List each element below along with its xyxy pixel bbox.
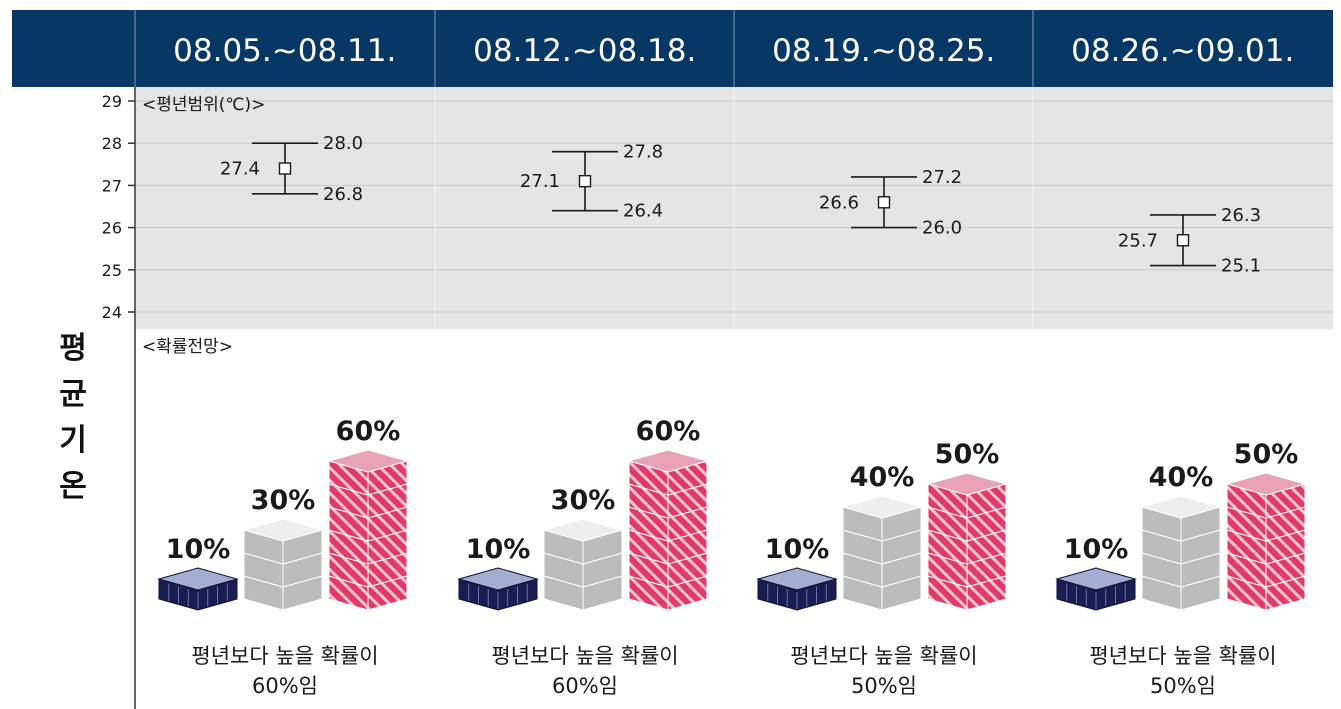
range-mid-marker (578, 174, 592, 188)
range-lower-label: 26.4 (623, 201, 663, 222)
y-tick-label: 26 (102, 219, 122, 238)
side-label-char: 온 (59, 469, 87, 504)
range-bar: 26.3 25.1 25.7 (1118, 205, 1261, 277)
range-upper-label: 27.2 (922, 167, 962, 188)
below-percent-label: 10% (765, 534, 830, 565)
range-upper-label: 28.0 (323, 133, 363, 154)
below-stack: 10% (457, 534, 539, 611)
side-label-char: 균 (59, 377, 87, 412)
prob-title: <확률전망> (142, 337, 233, 357)
slab-top (756, 567, 838, 591)
slab-top (457, 567, 539, 591)
side-label-char: 기 (59, 423, 87, 458)
range-mid-marker (1176, 234, 1190, 247)
range-mid-label: 27.4 (220, 159, 260, 180)
range-mid-label: 25.7 (1118, 230, 1158, 251)
header-band (12, 10, 1333, 87)
below-stack: 10% (157, 534, 239, 611)
summary-text: 평년보다 높을 확률이 (1089, 644, 1276, 668)
slab-top (926, 472, 1008, 496)
slab-top (627, 449, 709, 473)
slab-top (841, 495, 923, 519)
slab-top (542, 518, 624, 542)
slab-top (1055, 567, 1137, 591)
below-percent-label: 10% (166, 534, 231, 565)
above-stack: 50% (926, 439, 1008, 611)
normal-slab (841, 495, 923, 542)
summary-text: 평년보다 높을 확률이 (491, 644, 678, 668)
range-bar: 28.0 26.8 27.4 (220, 133, 363, 205)
range-upper-label: 26.3 (1221, 205, 1261, 226)
range-lower-label: 26.0 (922, 218, 962, 239)
below-stack: 10% (756, 534, 838, 611)
summary-text: 60%임 (252, 674, 318, 698)
range-lower-label: 25.1 (1221, 256, 1261, 277)
summary-text: 평년보다 높을 확률이 (191, 644, 378, 668)
y-tick-label: 29 (102, 92, 122, 111)
summary-text: 50%임 (1150, 674, 1216, 698)
above-slab (327, 449, 409, 496)
above-slab (1225, 472, 1307, 519)
side-label-char: 평 (59, 331, 87, 366)
range-mid-marker (278, 162, 292, 175)
period-label: 08.05.~08.11. (173, 33, 396, 69)
above-percent-label: 50% (935, 439, 1000, 470)
above-stack: 60% (627, 416, 709, 611)
slab-top (157, 567, 239, 591)
normal-percent-label: 30% (251, 485, 316, 516)
above-stack: 50% (1225, 439, 1307, 611)
range-title: <평년범위(℃)> (142, 95, 265, 115)
summary-text: 50%임 (851, 674, 917, 698)
below-stack: 10% (1055, 534, 1137, 611)
normal-stack: 30% (242, 485, 324, 611)
y-tick-label: 25 (102, 261, 122, 280)
side-label: 평 균 기 온 (59, 331, 87, 504)
range-bar: 27.2 26.0 26.6 (819, 167, 962, 239)
slab-top (1225, 472, 1307, 496)
range-mid-marker (877, 196, 891, 209)
slab-top (1140, 495, 1222, 519)
summary-text: 평년보다 높을 확률이 (790, 644, 977, 668)
above-percent-label: 50% (1234, 439, 1299, 470)
range-mid-label: 27.1 (520, 171, 560, 192)
normal-slab (1140, 495, 1222, 542)
period-label: 08.12.~08.18. (473, 33, 696, 69)
range-mid-label: 26.6 (819, 192, 859, 213)
summary-text: 60%임 (552, 674, 618, 698)
period-label: 08.19.~08.25. (772, 33, 995, 69)
normal-slab (542, 518, 624, 565)
above-slab (627, 449, 709, 496)
above-stack: 60% (327, 416, 409, 611)
range-upper-label: 27.8 (623, 142, 663, 163)
range-lower-label: 26.8 (323, 184, 363, 205)
below-percent-label: 10% (466, 534, 531, 565)
normal-stack: 30% (542, 485, 624, 611)
y-tick-label: 27 (102, 176, 122, 195)
above-slab (926, 472, 1008, 519)
slab-top (327, 449, 409, 473)
normal-percent-label: 30% (551, 485, 616, 516)
normal-percent-label: 40% (850, 462, 915, 493)
above-percent-label: 60% (636, 416, 701, 447)
normal-slab (242, 518, 324, 565)
y-tick-label: 28 (102, 134, 122, 153)
normal-stack: 40% (1140, 462, 1222, 611)
normal-percent-label: 40% (1149, 462, 1214, 493)
y-tick-label: 24 (102, 303, 122, 322)
normal-stack: 40% (841, 462, 923, 611)
range-bar: 27.8 26.4 27.1 (520, 142, 663, 222)
below-percent-label: 10% (1064, 534, 1129, 565)
above-percent-label: 60% (336, 416, 401, 447)
slab-top (242, 518, 324, 542)
period-label: 08.26.~09.01. (1071, 33, 1294, 69)
